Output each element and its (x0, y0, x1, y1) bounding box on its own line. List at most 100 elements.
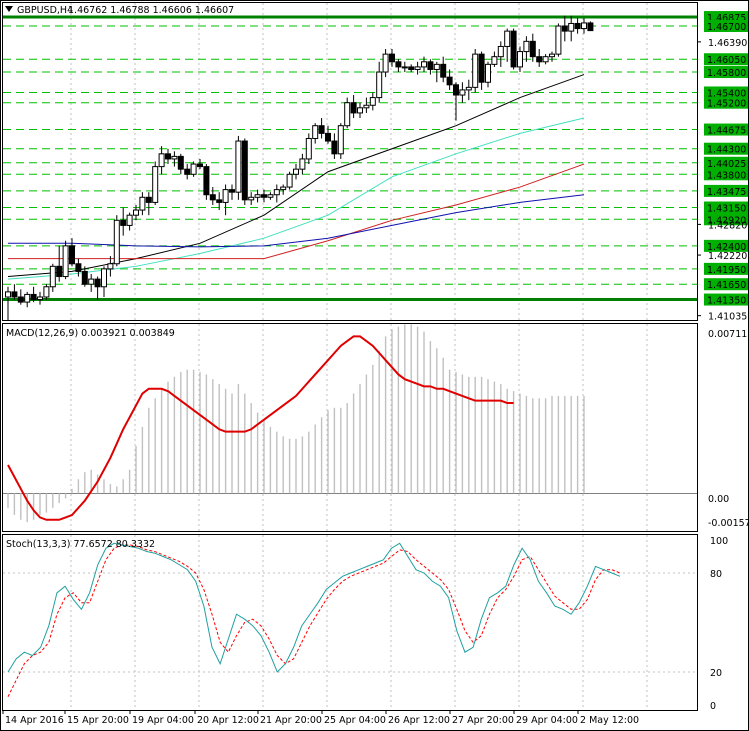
candle-bearish (166, 154, 171, 159)
candle-bullish (63, 246, 68, 277)
candle-bearish (262, 195, 267, 198)
candle-bearish (146, 197, 151, 202)
candle-bearish (319, 126, 324, 134)
candle-bearish (575, 23, 580, 28)
candle-bearish (31, 294, 36, 299)
candle-bullish (415, 67, 420, 70)
price-tick-label: 1.46390 (708, 38, 747, 49)
price-level-label: 1.45800 (707, 68, 746, 79)
candle-bearish (230, 190, 235, 193)
symbol-label: GBPUSD,H4 (17, 5, 73, 16)
candle-bearish (588, 23, 593, 31)
stoch-scale-label: 80 (710, 569, 722, 580)
candle-bearish (454, 85, 459, 95)
candle-bearish (441, 64, 446, 77)
price-level-label: 1.46050 (707, 55, 746, 66)
candle-bullish (556, 26, 561, 54)
candle-bullish (345, 103, 350, 126)
candle-bullish (550, 54, 555, 57)
candle-bullish (364, 105, 369, 108)
candle-bullish (306, 138, 311, 158)
time-label: 26 Apr 12:00 (388, 715, 450, 726)
candle-bullish (153, 167, 158, 203)
time-label: 21 Apr 20:00 (260, 715, 322, 726)
stoch-scale-label: 100 (710, 536, 728, 547)
candle-bullish (255, 195, 260, 198)
price-level-label: 1.41650 (707, 280, 746, 291)
candle-bearish (530, 41, 535, 56)
candle-bullish (313, 126, 318, 139)
candle-bullish (338, 126, 343, 154)
candle-bullish (281, 187, 286, 190)
candle-bearish (204, 167, 209, 195)
candle-bullish (569, 23, 574, 31)
macd-scale-bottom: -0.001571 (708, 518, 749, 529)
candle-bullish (492, 57, 497, 65)
ohlc-label: 1.46762 1.46788 1.46606 1.46607 (68, 5, 234, 16)
time-label: 15 Apr 20:00 (67, 715, 129, 726)
candle-bullish (134, 210, 139, 215)
price-level-label: 1.46700 (707, 22, 746, 33)
candle-bullish (402, 67, 407, 68)
candle-bullish (486, 64, 491, 82)
macd-scale-zero: 0.00 (708, 494, 729, 505)
candle-bullish (6, 292, 11, 297)
time-label: 29 Apr 04:00 (516, 715, 578, 726)
candle-bearish (511, 31, 516, 67)
candle-bearish (76, 264, 81, 272)
candle-bullish (460, 90, 465, 95)
candle-bullish (236, 141, 241, 192)
candle-bearish (185, 169, 190, 174)
candle-bearish (409, 67, 414, 70)
candle-bearish (537, 57, 542, 62)
time-label: 25 Apr 04:00 (324, 715, 386, 726)
candle-bullish (274, 190, 279, 195)
candle-bearish (390, 54, 395, 62)
candle-bullish (524, 41, 529, 51)
candle-bullish (466, 87, 471, 90)
candle-bullish (582, 23, 587, 29)
candle-bullish (223, 190, 228, 203)
candle-bullish (25, 294, 30, 302)
stoch-scale-label: 20 (710, 668, 722, 679)
price-level-label: 1.43150 (707, 204, 746, 215)
price-level-label: 1.44675 (707, 126, 746, 137)
candle-bullish (383, 54, 388, 72)
stoch-label: Stoch(13,3,3) 77.6572 80.3332 (6, 539, 155, 550)
candle-bullish (108, 264, 113, 269)
candle-bearish (210, 195, 215, 200)
candle-bullish (370, 98, 375, 106)
time-label: 19 Apr 04:00 (132, 715, 194, 726)
candle-bearish (57, 266, 62, 276)
candle-bullish (102, 269, 107, 287)
candle-bullish (172, 156, 177, 159)
time-label: 20 Apr 12:00 (197, 715, 259, 726)
candle-bearish (82, 271, 87, 284)
candle-bearish (217, 200, 222, 203)
price-level-label: 1.44300 (707, 145, 746, 156)
candle-bearish (332, 141, 337, 154)
price-level-label: 1.41350 (707, 296, 746, 307)
candle-bullish (127, 215, 132, 225)
candle-bearish (479, 54, 484, 82)
candle-bearish (198, 164, 203, 167)
candle-bearish (396, 62, 401, 67)
price-tick-label: 1.41035 (708, 312, 747, 323)
candle-bullish (473, 54, 478, 87)
candle-bearish (12, 292, 17, 297)
candle-bullish (44, 287, 49, 297)
price-tick-label: 1.42220 (708, 251, 747, 262)
candle-bullish (114, 220, 119, 263)
candle-bearish (428, 62, 433, 70)
candle-bullish (140, 197, 145, 210)
candle-bearish (351, 103, 356, 113)
price-tick-label: 1.42820 (708, 220, 747, 231)
candle-bullish (89, 279, 94, 284)
macd-label: MACD(12,26,9) 0.003921 0.003849 (6, 328, 175, 339)
candle-bearish (18, 297, 23, 302)
candle-bearish (326, 133, 331, 141)
candle-bearish (242, 141, 247, 200)
